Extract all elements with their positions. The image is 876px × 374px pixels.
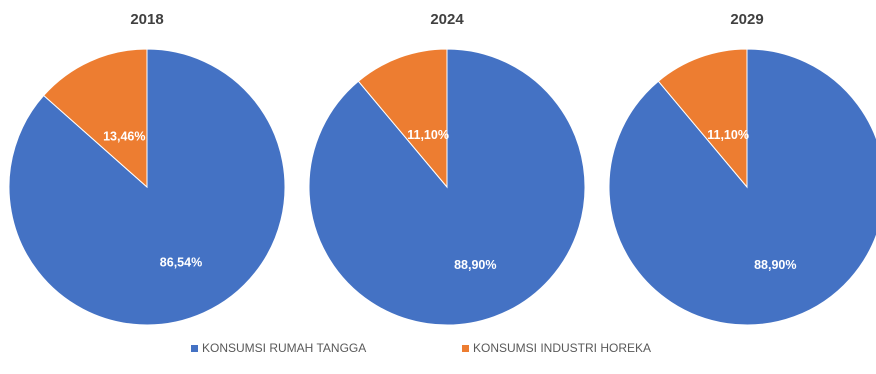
slice-data-label: 11,10%	[407, 128, 449, 142]
legend: KONSUMSI RUMAH TANGGA KONSUMSI INDUSTRI H…	[191, 341, 651, 355]
slice-data-label: 88,90%	[754, 258, 796, 272]
legend-swatch	[191, 345, 198, 352]
slice-data-label: 13,46%	[103, 130, 145, 144]
pie-slice	[657, 48, 748, 189]
pie-slice	[608, 48, 876, 326]
pie-title: 2024	[430, 11, 464, 28]
pie-chart-2024: 2024 88,90% 11,10%	[308, 11, 586, 326]
pie-slice	[357, 48, 448, 189]
pie-slice	[8, 48, 286, 326]
pie-title: 2029	[730, 11, 763, 28]
pie-chart-2029: 2029 88,90% 11,10%	[608, 11, 876, 326]
pie-chart-2018: 2018 86,54% 13,46%	[8, 11, 286, 326]
pie-title: 2018	[130, 11, 163, 28]
slice-data-label: 88,90%	[454, 258, 496, 272]
legend-label: KONSUMSI INDUSTRI HOREKA	[473, 341, 651, 355]
slice-data-label: 11,10%	[707, 128, 749, 142]
slice-data-label: 86,54%	[160, 256, 202, 270]
legend-swatch	[462, 345, 469, 352]
pie-slice	[43, 48, 148, 189]
legend-label: KONSUMSI RUMAH TANGGA	[202, 341, 366, 355]
